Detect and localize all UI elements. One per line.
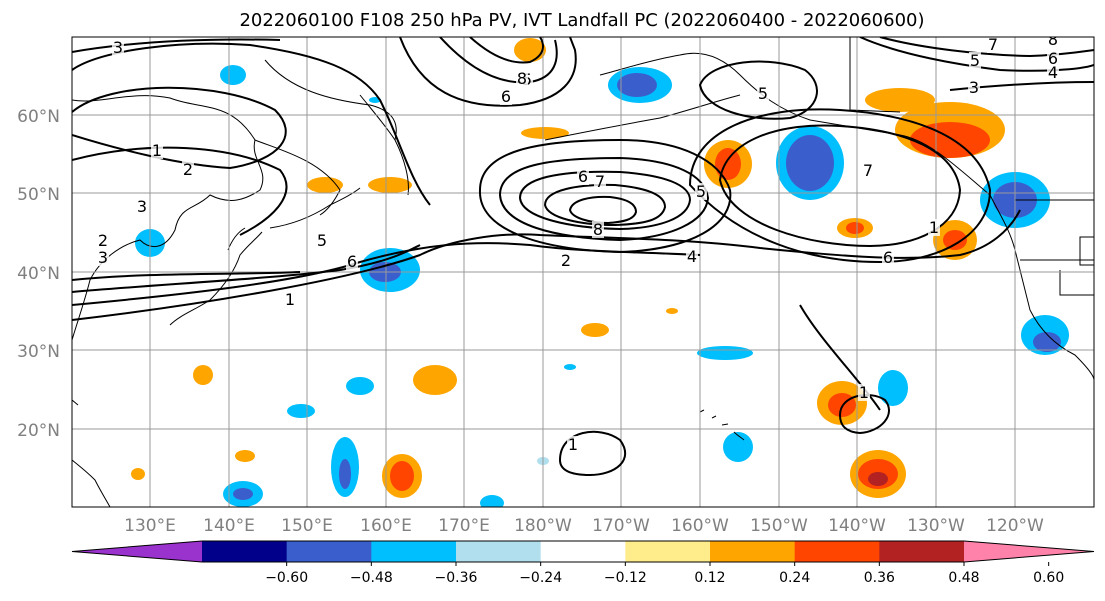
colorbar-tick-label: −0.36 — [435, 570, 478, 586]
contour-label: 1 — [285, 290, 295, 309]
lon-label: 140°W — [828, 516, 886, 536]
contour-label: 5 — [758, 84, 768, 103]
lat-label: 50°N — [17, 185, 60, 205]
lon-label: 170°E — [438, 516, 490, 536]
colorbar-tick-label: 0.24 — [779, 570, 810, 586]
lat-label: 40°N — [17, 264, 60, 284]
colorbar-tick-label: −0.12 — [604, 570, 647, 586]
lon-label: 130°E — [124, 516, 176, 536]
contour-label: 4 — [1048, 63, 1058, 82]
colorbar-tick-label: 0.36 — [864, 570, 895, 586]
colorbar-segment — [625, 541, 711, 562]
lon-label: 150°E — [281, 516, 333, 536]
longitude-labels: 130°E 140°E 150°E 160°E 170°E 180°W 170°… — [124, 516, 1044, 536]
contour-labels: 312323561658678245576137645811 — [97, 30, 1059, 454]
lat-label: 20°N — [17, 421, 60, 441]
lon-label: 170°W — [592, 516, 650, 536]
lat-label: 60°N — [17, 107, 60, 127]
lon-label: 160°W — [671, 516, 729, 536]
map-gridlines — [72, 37, 1094, 507]
contour-label: 3 — [137, 197, 147, 216]
lon-label: 130°W — [907, 516, 965, 536]
colorbar-segment — [456, 541, 542, 562]
contour-label: 5 — [317, 231, 327, 250]
colorbar-extend-max — [964, 541, 1094, 562]
colorbar-segment — [286, 541, 372, 562]
contour-label: 1 — [568, 435, 578, 454]
colorbar-segment — [202, 541, 288, 562]
colorbar-segment — [371, 541, 457, 562]
contour-label: 7 — [988, 35, 998, 54]
colorbar-segment — [540, 541, 626, 562]
map-panel: 312323561658678245576137645811 — [71, 30, 1095, 508]
colorbar-tick-label: −0.24 — [519, 570, 562, 586]
colorbar-tick-label: 0.12 — [694, 570, 725, 586]
colorbar — [71, 540, 1095, 563]
contour-label: 2 — [183, 160, 193, 179]
contour-label: 7 — [595, 172, 605, 191]
contour-label: 3 — [969, 78, 979, 97]
lon-label: 160°E — [360, 516, 412, 536]
contour-label: 7 — [863, 161, 873, 180]
lon-label: 140°E — [203, 516, 255, 536]
contour-label: 6 — [578, 167, 588, 186]
contour-label: 6 — [347, 252, 357, 271]
colorbar-tick-label: 0.60 — [1033, 570, 1064, 586]
latitude-labels: 20°N 30°N 40°N 50°N 60°N — [17, 107, 60, 441]
contour-label: 8 — [517, 69, 527, 88]
contour-label: 8 — [593, 220, 603, 239]
contour-label: 5 — [970, 51, 980, 70]
contour-label: 4 — [687, 247, 697, 266]
lat-label: 30°N — [17, 342, 60, 362]
lon-label: 150°W — [750, 516, 808, 536]
colorbar-tick-label: −0.48 — [350, 570, 393, 586]
colorbar-segment — [794, 541, 880, 562]
contour-label: 6 — [883, 248, 893, 267]
colorbar-extend-min — [72, 541, 202, 562]
colorbar-segment — [879, 541, 965, 562]
colorbar-tick-label: 0.48 — [948, 570, 979, 586]
colorbar-tick-labels: −0.60 −0.48 −0.36 −0.24 −0.12 0.12 0.24 0.36 0.4… — [265, 562, 1064, 586]
contour-label: 2 — [98, 231, 108, 250]
colorbar-tick-label: −0.60 — [265, 570, 308, 586]
contour-label: 6 — [501, 87, 511, 106]
contour-label: 3 — [98, 248, 108, 267]
contour-label: 1 — [152, 141, 162, 160]
lon-label: 180°W — [514, 516, 572, 536]
contour-label: 1 — [929, 218, 939, 237]
contour-label: 8 — [1048, 30, 1058, 49]
contour-label: 3 — [113, 38, 123, 57]
contour-label: 2 — [561, 251, 571, 270]
colorbar-segment — [710, 541, 796, 562]
contour-label: 5 — [696, 182, 706, 201]
contour-label: 1 — [859, 383, 869, 402]
contour-label: 6 — [1048, 49, 1058, 68]
lon-label: 120°W — [986, 516, 1044, 536]
map-title: 2022060100 F108 250 hPa PV, IVT Landfall… — [239, 10, 924, 31]
